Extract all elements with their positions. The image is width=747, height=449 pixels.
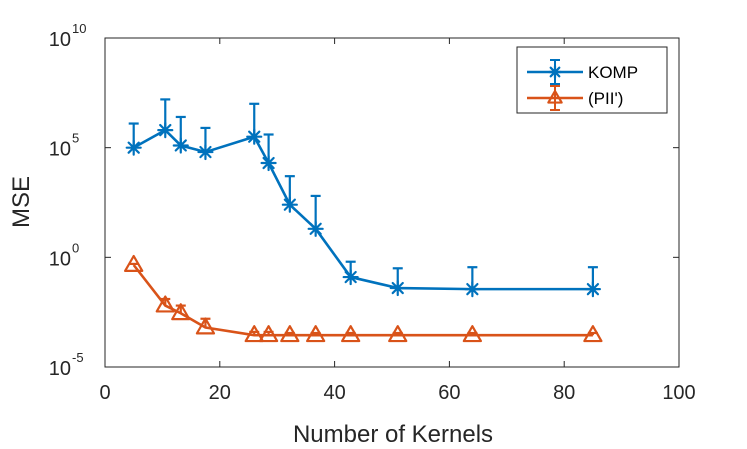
data-point-komp xyxy=(307,220,324,237)
data-point-pii xyxy=(171,303,191,321)
x-tick-label: 0 xyxy=(99,382,110,404)
y-tick-label: 10 xyxy=(49,248,71,270)
series-line-pii xyxy=(132,264,593,337)
y-tick-base: 10 xyxy=(49,358,71,380)
data-point-pii xyxy=(258,325,279,343)
y-tick-base: 10 xyxy=(49,29,71,51)
x-axis-title: Number of Kernels xyxy=(293,421,493,448)
x-tick-label: 100 xyxy=(662,382,695,404)
data-point-komp xyxy=(281,196,298,213)
x-tick-label: 20 xyxy=(209,382,231,404)
y-tick-exponent: -5 xyxy=(72,350,84,365)
x-tick-label: 40 xyxy=(323,382,345,404)
y-tick-exponent: 10 xyxy=(72,21,86,36)
data-point-pii xyxy=(462,325,483,343)
legend-box xyxy=(516,46,668,114)
series-layer xyxy=(124,98,603,343)
series-pii xyxy=(124,254,603,343)
data-point-pii xyxy=(124,254,144,272)
data-point-pii xyxy=(341,325,361,343)
data-point-komp xyxy=(197,143,214,161)
axes-frame xyxy=(104,37,680,368)
series-komp xyxy=(125,98,601,298)
data-point-komp xyxy=(246,128,263,145)
y-tick-base: 10 xyxy=(49,139,71,161)
legend-label-pii: (PII') xyxy=(588,89,623,108)
y-tick-exponent: 5 xyxy=(72,131,79,146)
legend-entry-komp xyxy=(527,59,583,85)
legend-entry-pii xyxy=(527,85,583,111)
x-tick-label: 80 xyxy=(553,382,575,404)
y-tick-base: 10 xyxy=(49,248,71,270)
data-point-komp xyxy=(389,279,406,297)
data-point-komp xyxy=(125,139,142,156)
data-point-pii xyxy=(280,325,300,343)
y-axis-title: MSE xyxy=(8,176,35,228)
data-point-pii xyxy=(244,325,264,343)
x-tick-label: 60 xyxy=(438,382,460,404)
data-point-komp xyxy=(157,122,174,139)
data-point-komp xyxy=(464,281,481,298)
data-point-pii xyxy=(388,325,408,343)
legend-marker-pii xyxy=(547,89,563,104)
legend-label-komp: KOMP xyxy=(588,63,638,82)
data-point-pii xyxy=(306,325,326,343)
legend-marker-komp xyxy=(547,64,563,80)
y-tick-label: 10 xyxy=(49,358,71,380)
y-tick-exponent: 0 xyxy=(72,240,79,255)
data-point-komp xyxy=(260,154,277,172)
data-point-pii xyxy=(583,325,603,343)
data-point-komp xyxy=(172,137,189,154)
data-point-pii xyxy=(195,317,216,335)
data-point-komp xyxy=(342,268,359,286)
data-point-komp xyxy=(584,281,601,298)
y-tick-label: 10 xyxy=(49,29,71,51)
legend: KOMP (PII') xyxy=(516,46,668,114)
data-point-pii xyxy=(155,295,175,313)
y-tick-label: 10 xyxy=(49,139,71,161)
